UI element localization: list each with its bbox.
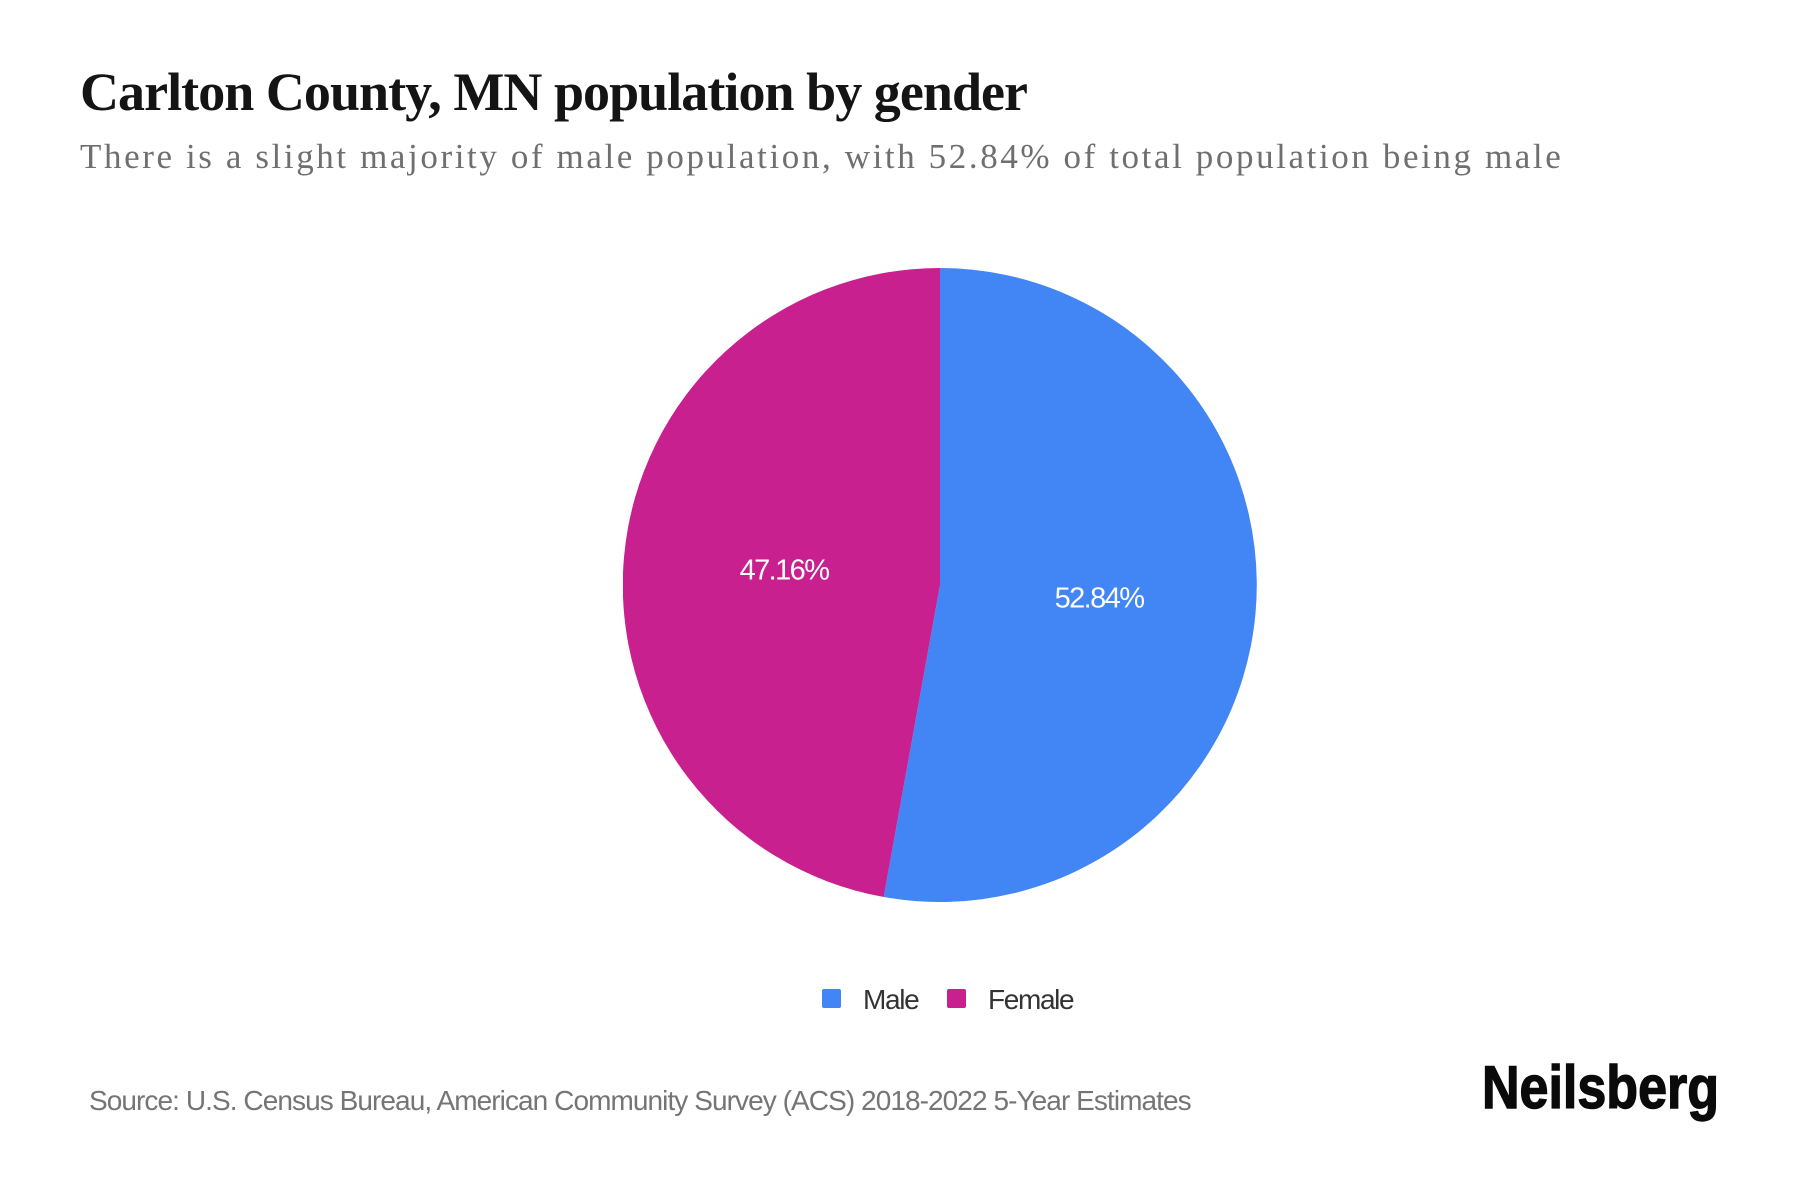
svg-text:Neilsberg: Neilsberg (1482, 1056, 1719, 1121)
